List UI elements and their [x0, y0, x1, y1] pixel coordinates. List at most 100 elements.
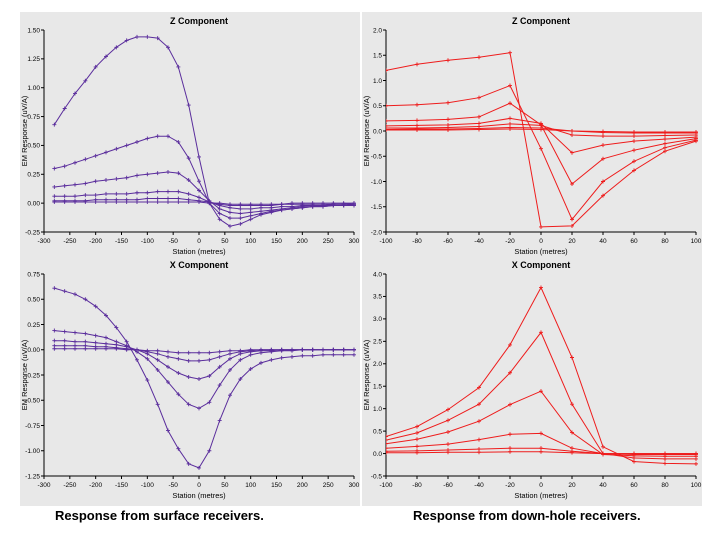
data-point: [62, 338, 67, 343]
data-point: [114, 325, 119, 330]
data-point: [300, 201, 305, 206]
data-point: [124, 143, 129, 148]
x-tick-label: -200: [89, 482, 102, 489]
data-point: [83, 193, 88, 198]
x-tick-label: 60: [630, 238, 638, 245]
data-point: [104, 54, 108, 59]
data-point: [341, 347, 346, 352]
data-point: [508, 402, 512, 407]
data-point: [197, 377, 201, 382]
data-point: [508, 101, 512, 106]
data-point: [104, 335, 108, 340]
data-point: [186, 350, 191, 355]
data-point: [570, 450, 574, 455]
data-point: [341, 201, 346, 206]
data-point: [114, 45, 119, 50]
data-point: [217, 206, 222, 211]
x-tick-label: -60: [443, 482, 453, 489]
data-point: [632, 148, 636, 153]
data-point: [176, 171, 181, 176]
data-point: [104, 150, 108, 155]
data-point: [176, 350, 181, 355]
y-tick-label: 2.0: [373, 27, 382, 34]
data-point: [601, 143, 605, 148]
x-tick-label: 0: [197, 482, 201, 489]
data-point: [446, 430, 450, 435]
data-point: [269, 357, 274, 362]
data-point: [601, 134, 605, 139]
data-point: [415, 444, 419, 449]
chart-title: X Component: [170, 260, 229, 270]
x-tick-label: 50: [221, 238, 229, 245]
data-point: [341, 352, 346, 357]
data-point: [477, 95, 481, 100]
data-point: [415, 62, 419, 67]
data-point: [300, 353, 305, 358]
data-point: [124, 175, 129, 180]
data-point: [663, 461, 667, 466]
data-point: [508, 126, 512, 131]
y-tick-label: -2.0: [371, 229, 383, 236]
data-point: [104, 313, 108, 318]
data-point: [83, 331, 88, 336]
data-point: [135, 173, 139, 178]
data-point: [186, 199, 191, 204]
data-point: [570, 133, 574, 138]
data-point: [166, 45, 170, 50]
data-point: [477, 55, 481, 60]
x-tick-label: -300: [37, 482, 50, 489]
y-tick-label: 0.50: [27, 143, 40, 150]
data-point: [176, 356, 181, 361]
data-point: [539, 330, 543, 335]
data-point: [217, 349, 222, 354]
x-axis-label: Station (metres): [172, 491, 226, 500]
data-point: [217, 364, 222, 369]
data-point: [446, 450, 450, 455]
data-point: [290, 201, 294, 206]
data-point: [135, 34, 139, 39]
data-point: [321, 201, 325, 206]
data-point: [176, 392, 181, 397]
data-point: [663, 130, 667, 135]
chart-title: X Component: [512, 260, 571, 270]
data-point: [259, 347, 263, 352]
data-point: [207, 357, 212, 362]
x-tick-label: 80: [661, 482, 669, 489]
y-tick-label: 0.0: [373, 451, 382, 458]
data-point: [52, 199, 57, 204]
data-point: [663, 451, 667, 456]
data-point: [166, 199, 170, 204]
data-point: [114, 346, 119, 351]
data-point: [83, 157, 88, 162]
data-point: [570, 217, 574, 222]
data-point: [145, 199, 150, 204]
y-tick-label: -1.0: [371, 179, 383, 186]
data-point: [217, 211, 222, 216]
data-point: [114, 199, 119, 204]
series-line-2: [386, 331, 696, 460]
data-point: [386, 68, 388, 73]
x-tick-label: 250: [323, 238, 334, 245]
chart-title: Z Component: [170, 16, 228, 26]
y-tick-label: 2.5: [373, 339, 382, 346]
data-point: [93, 333, 98, 338]
data-point: [155, 402, 160, 407]
data-point: [446, 407, 450, 412]
data-point: [52, 122, 57, 127]
data-point: [186, 103, 191, 108]
data-point: [290, 347, 294, 352]
data-point: [539, 431, 543, 436]
y-tick-label: 0.25: [27, 322, 40, 329]
data-point: [104, 346, 108, 351]
data-point: [632, 139, 636, 144]
data-point: [145, 196, 150, 201]
data-point: [663, 149, 667, 154]
data-point: [155, 171, 160, 176]
data-point: [145, 378, 150, 383]
y-tick-label: 0.5: [373, 428, 382, 435]
data-point: [248, 213, 253, 218]
data-point: [145, 136, 150, 141]
data-point: [508, 50, 512, 55]
data-point: [93, 64, 98, 69]
data-point: [331, 352, 336, 357]
